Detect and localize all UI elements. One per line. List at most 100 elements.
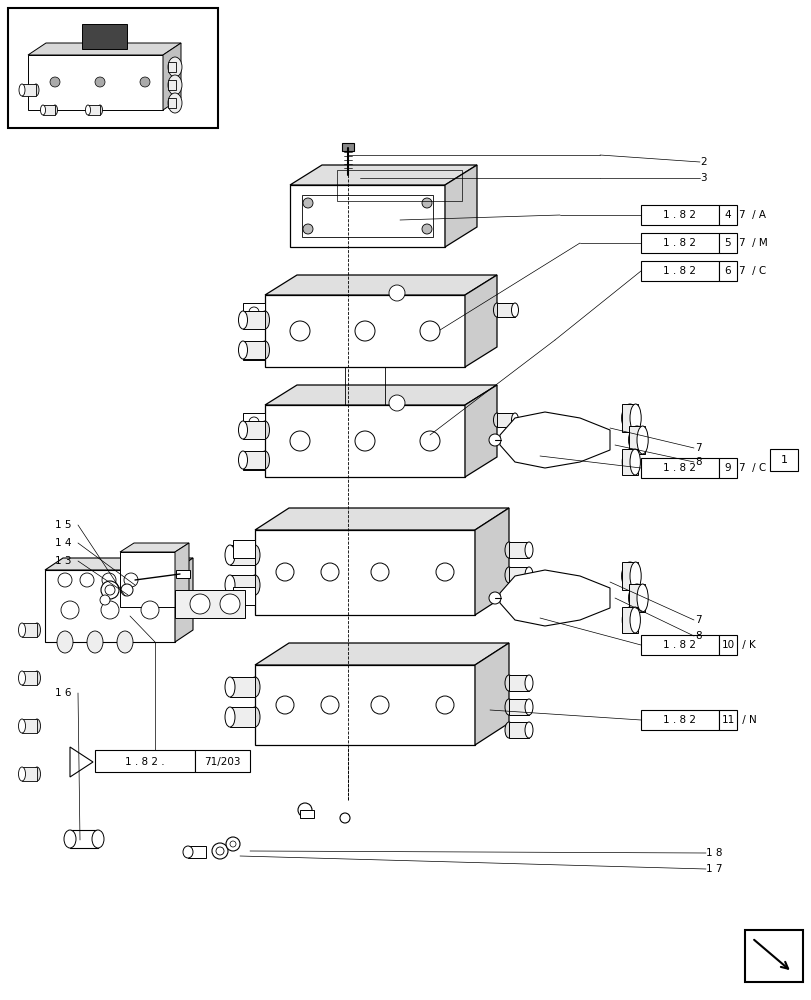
Circle shape (121, 584, 133, 596)
Bar (8, 8, 217, 128)
Ellipse shape (250, 575, 260, 595)
Ellipse shape (621, 449, 637, 475)
Circle shape (249, 417, 259, 427)
Bar (621, 607, 637, 633)
Circle shape (320, 563, 338, 581)
Bar (640, 635, 718, 655)
Ellipse shape (525, 699, 532, 715)
Ellipse shape (33, 767, 41, 781)
Circle shape (290, 321, 310, 341)
Ellipse shape (41, 105, 45, 115)
Bar (168, 80, 176, 90)
Bar (508, 699, 528, 715)
Bar (621, 449, 637, 475)
Ellipse shape (168, 57, 182, 77)
Circle shape (303, 224, 312, 234)
Ellipse shape (57, 631, 73, 653)
Bar (508, 567, 528, 583)
Circle shape (290, 431, 310, 451)
Circle shape (95, 77, 105, 87)
Bar (242, 452, 264, 470)
Polygon shape (465, 275, 496, 367)
Text: / N: / N (738, 715, 756, 725)
Bar (718, 458, 736, 478)
Ellipse shape (117, 631, 133, 653)
Text: 6: 6 (723, 266, 731, 276)
Ellipse shape (168, 75, 182, 95)
Ellipse shape (525, 567, 532, 583)
Text: 7: 7 (694, 443, 701, 453)
Ellipse shape (636, 426, 647, 454)
Bar (302, 195, 432, 237)
Circle shape (141, 601, 159, 619)
Text: 10: 10 (720, 640, 734, 650)
Bar (22, 84, 36, 96)
Ellipse shape (629, 404, 641, 432)
Ellipse shape (64, 830, 76, 848)
Ellipse shape (238, 341, 247, 359)
Bar (95, 750, 195, 772)
Polygon shape (175, 543, 189, 607)
Bar (188, 846, 206, 858)
Bar (264, 295, 465, 367)
Ellipse shape (260, 421, 269, 439)
Circle shape (216, 847, 224, 855)
Circle shape (354, 321, 375, 341)
Circle shape (488, 592, 500, 604)
Circle shape (50, 77, 60, 87)
Bar (255, 665, 474, 745)
Bar (769, 449, 797, 471)
Text: 1 5: 1 5 (55, 520, 71, 530)
Bar (168, 62, 176, 72)
Ellipse shape (225, 707, 234, 727)
Circle shape (422, 198, 431, 208)
Polygon shape (120, 543, 189, 552)
Bar (22, 671, 37, 685)
Ellipse shape (511, 303, 518, 317)
Polygon shape (474, 643, 508, 745)
Bar (242, 311, 264, 329)
Text: 7  / M: 7 / M (738, 238, 767, 248)
Bar (120, 552, 175, 607)
Polygon shape (444, 165, 476, 247)
Bar (230, 545, 255, 565)
Polygon shape (290, 165, 476, 185)
Text: 8: 8 (694, 457, 701, 467)
Ellipse shape (250, 545, 260, 565)
Ellipse shape (225, 575, 234, 595)
Circle shape (249, 346, 259, 356)
Bar (168, 98, 176, 108)
Circle shape (422, 224, 431, 234)
Bar (299, 810, 314, 818)
Ellipse shape (19, 767, 25, 781)
Circle shape (212, 843, 228, 859)
Bar (242, 451, 264, 469)
Text: 1 . 8 2: 1 . 8 2 (663, 238, 696, 248)
Bar (508, 542, 528, 558)
Bar (496, 413, 514, 427)
Bar (22, 767, 37, 781)
Text: 7  / C: 7 / C (738, 463, 766, 473)
Ellipse shape (19, 719, 25, 733)
Ellipse shape (238, 451, 247, 469)
Ellipse shape (628, 584, 645, 612)
Ellipse shape (97, 105, 102, 115)
Circle shape (354, 431, 375, 451)
Circle shape (102, 573, 116, 587)
Ellipse shape (238, 311, 247, 329)
Ellipse shape (250, 707, 260, 727)
Text: 9: 9 (723, 463, 731, 473)
Text: 1 . 8 2: 1 . 8 2 (663, 715, 696, 725)
Text: 4: 4 (723, 210, 731, 220)
Circle shape (249, 456, 259, 466)
Bar (233, 540, 255, 558)
Text: 71/203: 71/203 (204, 757, 240, 767)
Text: 1 . 8 2: 1 . 8 2 (663, 463, 696, 473)
Ellipse shape (19, 671, 25, 685)
Ellipse shape (33, 719, 41, 733)
Bar (230, 575, 255, 595)
Circle shape (276, 563, 294, 581)
Bar (718, 205, 736, 225)
Ellipse shape (493, 303, 500, 317)
Ellipse shape (504, 675, 513, 691)
